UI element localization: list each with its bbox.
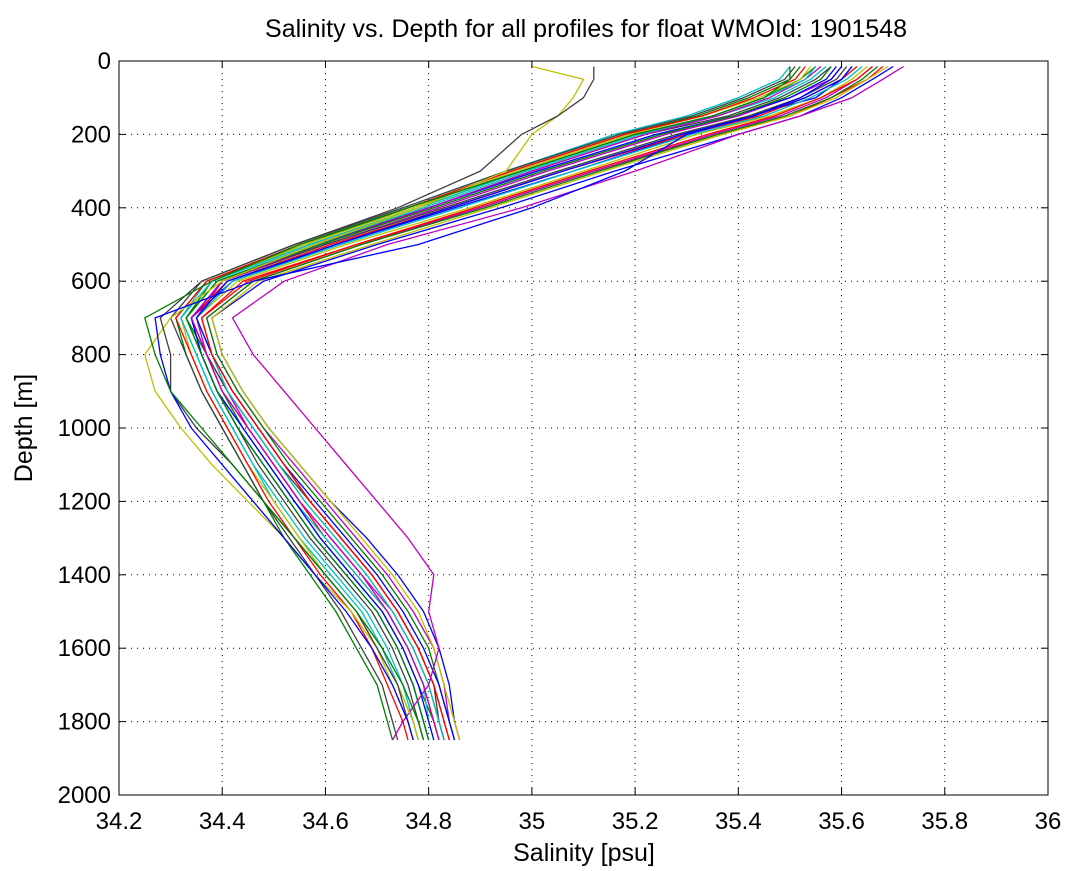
profile-line-29 [154, 66, 843, 741]
x-tick-label: 35.6 [818, 808, 865, 835]
profile-line-21 [169, 66, 796, 741]
y-tick-label: 1600 [58, 635, 111, 662]
profile-lines [144, 65, 904, 741]
profile-line-27 [144, 65, 585, 741]
y-tick-label: 1000 [58, 415, 111, 442]
y-tick-label: 1400 [58, 562, 111, 589]
profile-line-18 [195, 65, 863, 741]
y-tick-label: 400 [71, 195, 111, 222]
x-tick-label: 34.8 [405, 808, 452, 835]
axis-ticks: 34.2 34.4 34.6 34.8 35 35.2 35.4 35.6 35.8 36 0 200… [58, 48, 1062, 835]
x-tick-label: 35 [519, 808, 546, 835]
x-tick-label: 35.4 [715, 808, 762, 835]
y-tick-label: 0 [98, 48, 111, 75]
x-tick-label: 34.4 [199, 808, 246, 835]
profile-line-28 [159, 66, 595, 741]
profile-line-24 [200, 65, 873, 741]
x-tick-label: 35.8 [921, 808, 968, 835]
profile-line-20 [211, 65, 889, 741]
profile-line-16 [206, 65, 879, 741]
profile-line-26 [231, 65, 904, 741]
profile-line-19 [190, 65, 822, 741]
x-tick-label: 36 [1035, 808, 1062, 835]
y-tick-label: 2000 [58, 782, 111, 809]
x-axis-title: Salinity [psu] [513, 839, 655, 867]
profile-line-30 [144, 66, 791, 741]
y-tick-label: 600 [71, 268, 111, 295]
y-tick-label: 1200 [58, 488, 111, 515]
profile-line-17 [175, 66, 806, 741]
x-tick-label: 34.6 [302, 808, 349, 835]
y-tick-label: 200 [71, 121, 111, 148]
y-tick-label: 1800 [58, 709, 111, 736]
x-tick-label: 34.2 [96, 808, 143, 835]
x-tick-label: 35.2 [612, 808, 659, 835]
y-axis-title: Depth [m] [10, 374, 38, 482]
y-tick-label: 800 [71, 342, 111, 369]
chart-title: Salinity vs. Depth for all profiles for … [265, 15, 907, 43]
profile-line-23 [185, 66, 832, 741]
